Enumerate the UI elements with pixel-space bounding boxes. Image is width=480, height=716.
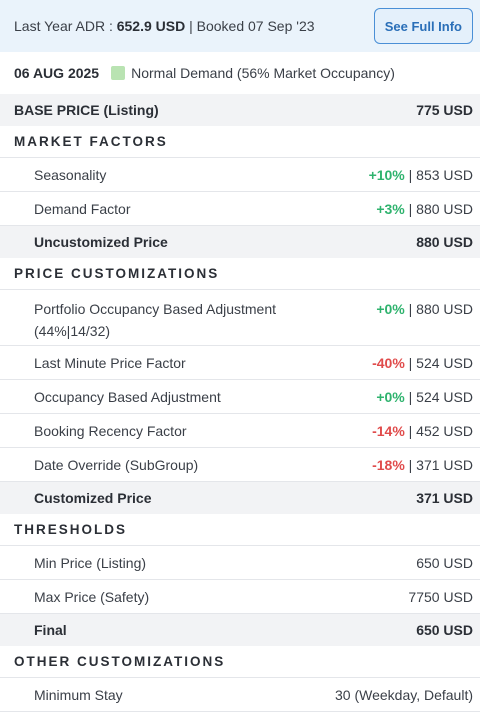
factor-result: | 853 USD bbox=[408, 166, 473, 183]
customization-label: Booking Recency Factor bbox=[34, 422, 187, 439]
selected-date: 06 AUG 2025 bbox=[14, 65, 100, 81]
factor-change: +10% bbox=[368, 166, 405, 183]
customization-row-date-override: Date Override (SubGroup) -18% | 371 USD bbox=[0, 448, 480, 482]
threshold-label: Max Price (Safety) bbox=[34, 588, 150, 605]
final-price-value: 650 USD bbox=[416, 622, 473, 638]
threshold-value: 650 USD bbox=[416, 554, 473, 571]
customization-label: Date Override (SubGroup) bbox=[34, 456, 199, 473]
adr-header: Last Year ADR : 652.9 USD | Booked 07 Se… bbox=[0, 0, 480, 52]
factor-change: +3% bbox=[376, 200, 405, 217]
booked-date: | Booked 07 Sep '23 bbox=[189, 18, 315, 34]
final-price-label: Final bbox=[34, 622, 67, 638]
base-price-label: BASE PRICE (Listing) bbox=[14, 102, 159, 118]
section-other-customizations: OTHER CUSTOMIZATIONS bbox=[0, 646, 480, 678]
base-price-row: BASE PRICE (Listing) 775 USD bbox=[0, 94, 480, 126]
customization-result: | 880 USD bbox=[408, 301, 473, 317]
customization-label: Portfolio Occupancy Based Adjustment (44%… bbox=[34, 301, 277, 339]
customization-row-last-minute: Last Minute Price Factor -40% | 524 USD bbox=[0, 346, 480, 380]
customized-price-row: Customized Price 371 USD bbox=[0, 482, 480, 514]
customized-price-label: Customized Price bbox=[34, 490, 152, 506]
uncustomized-price-label: Uncustomized Price bbox=[34, 234, 168, 250]
factor-label: Demand Factor bbox=[34, 200, 131, 217]
demand-label: Normal Demand (56% Market Occupancy) bbox=[131, 65, 395, 81]
final-price-row: Final 650 USD bbox=[0, 614, 480, 646]
other-label: Minimum Stay bbox=[34, 686, 123, 703]
other-value: 30 (Weekday, Default) bbox=[335, 686, 473, 703]
customization-result: | 524 USD bbox=[408, 354, 473, 371]
customization-change: -40% bbox=[372, 354, 405, 371]
customized-price-value: 371 USD bbox=[416, 490, 473, 506]
section-market-factors: MARKET FACTORS bbox=[0, 126, 480, 158]
factor-row-demand: Demand Factor +3% | 880 USD bbox=[0, 192, 480, 226]
factor-row-seasonality: Seasonality +10% | 853 USD bbox=[0, 158, 480, 192]
uncustomized-price-value: 880 USD bbox=[416, 234, 473, 250]
threshold-label: Min Price (Listing) bbox=[34, 554, 147, 571]
customization-result: | 452 USD bbox=[408, 422, 473, 439]
customization-label: Last Minute Price Factor bbox=[34, 354, 186, 371]
demand-level-swatch bbox=[111, 66, 126, 80]
other-row-minimum-stay: Minimum Stay 30 (Weekday, Default) bbox=[0, 678, 480, 712]
customization-row-booking-recency: Booking Recency Factor -14% | 452 USD bbox=[0, 414, 480, 448]
adr-label: Last Year ADR : bbox=[14, 18, 113, 34]
customization-change: -18% bbox=[372, 456, 405, 473]
section-price-customizations: PRICE CUSTOMIZATIONS bbox=[0, 258, 480, 290]
uncustomized-price-row: Uncustomized Price 880 USD bbox=[0, 226, 480, 258]
customization-change: -14% bbox=[372, 422, 405, 439]
adr-value: 652.9 USD bbox=[116, 18, 186, 34]
threshold-row-max: Max Price (Safety) 7750 USD bbox=[0, 580, 480, 614]
customization-change: +0% bbox=[376, 388, 405, 405]
section-thresholds: THRESHOLDS bbox=[0, 514, 480, 546]
customization-result: | 371 USD bbox=[408, 456, 473, 473]
threshold-value: 7750 USD bbox=[408, 588, 473, 605]
factor-result: | 880 USD bbox=[408, 200, 473, 217]
customization-label: Occupancy Based Adjustment bbox=[34, 388, 221, 405]
date-demand-row: 06 AUG 2025 Normal Demand (56% Market Oc… bbox=[0, 52, 480, 94]
adr-summary: Last Year ADR : 652.9 USD | Booked 07 Se… bbox=[14, 18, 315, 34]
customization-row-occupancy: Occupancy Based Adjustment +0% | 524 USD bbox=[0, 380, 480, 414]
factor-label: Seasonality bbox=[34, 166, 107, 183]
customization-result: | 524 USD bbox=[408, 388, 473, 405]
customization-change: +0% bbox=[376, 301, 405, 317]
base-price-value: 775 USD bbox=[416, 102, 473, 118]
threshold-row-min: Min Price (Listing) 650 USD bbox=[0, 546, 480, 580]
customization-row-portfolio-occupancy: Portfolio Occupancy Based Adjustment (44%… bbox=[0, 290, 480, 346]
see-full-info-button[interactable]: See Full Info bbox=[373, 8, 473, 44]
